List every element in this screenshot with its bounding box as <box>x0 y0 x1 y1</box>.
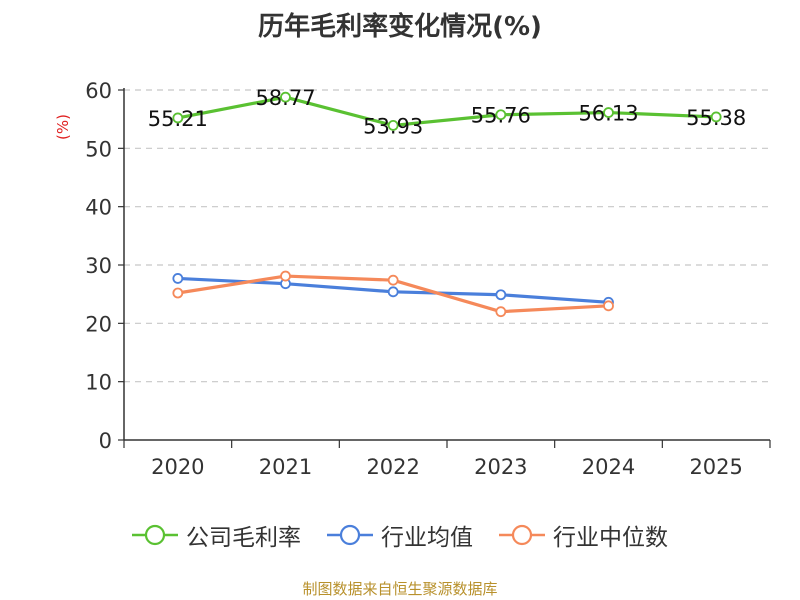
x-tick-label: 2021 <box>259 455 312 479</box>
data-point <box>387 286 399 298</box>
legend-label: 公司毛利率 <box>186 525 301 551</box>
data-point <box>603 107 614 118</box>
data-point <box>603 300 614 312</box>
data-point <box>495 289 507 301</box>
y-tick-label: 10 <box>85 371 112 395</box>
legend-swatch-marker <box>339 524 361 546</box>
legend-swatch-marker <box>511 524 533 546</box>
data-point <box>280 91 291 103</box>
data-point <box>280 270 291 282</box>
data-point <box>495 109 507 121</box>
source-note: 制图数据来自恒生聚源数据库 <box>302 580 498 598</box>
series-line-0 <box>177 95 717 128</box>
data-label: 56.13 <box>578 102 638 126</box>
x-tick-label: 2023 <box>474 455 527 479</box>
data-label: 53.93 <box>363 114 423 138</box>
legend-label: 行业中位数 <box>553 525 668 551</box>
data-label: 55.38 <box>686 106 746 130</box>
legend-swatch <box>132 524 178 546</box>
data-point <box>495 306 507 318</box>
data-point <box>387 120 399 131</box>
y-tick-label: 60 <box>85 79 112 103</box>
y-tick-label: 40 <box>85 196 112 220</box>
legend-swatch <box>499 524 545 546</box>
data-point <box>172 112 184 124</box>
y-tick-label: 50 <box>85 137 112 161</box>
x-tick-label: 2024 <box>582 455 635 479</box>
data-point <box>172 287 184 299</box>
data-label: 55.76 <box>471 104 531 128</box>
y-tick-label: 0 <box>99 429 112 453</box>
legend-swatch <box>327 524 373 546</box>
x-tick-label: 2020 <box>151 455 204 479</box>
y-tick-label: 20 <box>85 312 112 336</box>
legend-swatch-marker <box>144 524 166 546</box>
legend-item[interactable]: 行业中位数 <box>499 518 668 552</box>
data-point <box>387 274 399 286</box>
legend-label: 行业均值 <box>381 525 473 551</box>
chart-title: 历年毛利率变化情况(%) <box>258 12 542 42</box>
legend: 公司毛利率 行业均值 行业中位数 <box>0 518 800 552</box>
x-tick-label: 2025 <box>689 455 742 479</box>
legend-item[interactable]: 行业均值 <box>327 518 473 552</box>
x-tick-label: 2022 <box>366 455 419 479</box>
y-tick-label: 30 <box>85 254 112 278</box>
y-axis-label: (%) <box>54 114 72 140</box>
data-label: 58.77 <box>255 86 315 110</box>
legend-item[interactable]: 公司毛利率 <box>132 518 301 552</box>
data-point <box>710 111 722 123</box>
data-label: 55.21 <box>148 107 208 131</box>
data-point <box>172 273 184 284</box>
